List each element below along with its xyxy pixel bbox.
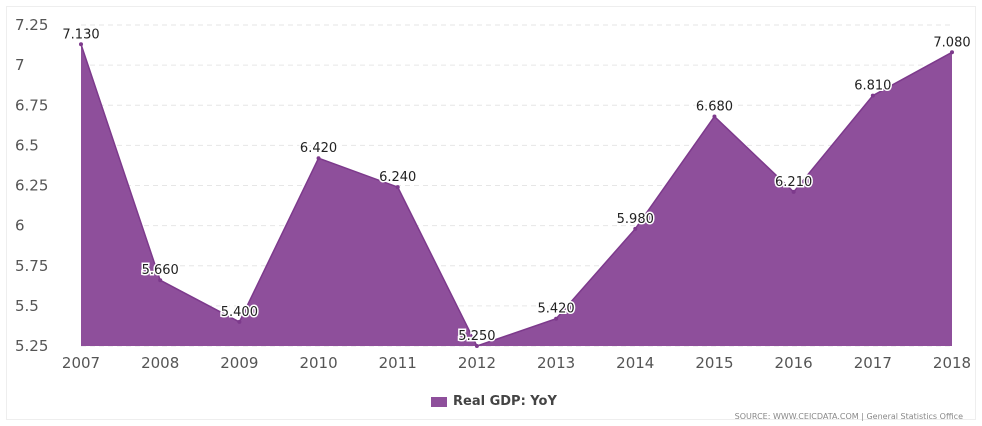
legend[interactable]: Real GDP: YoY	[431, 394, 557, 409]
data-point[interactable]	[554, 316, 559, 321]
data-labels: 7.130 5.660 5.400 6.420 6.240 5.250 5.420 5.980…	[61, 26, 972, 346]
y-tick-label: 5.5	[15, 297, 39, 315]
x-tick-label: 2018	[933, 354, 971, 372]
x-tick-label: 2007	[62, 354, 100, 372]
data-label: 5.980	[617, 212, 654, 227]
x-tick-label: 2014	[616, 354, 654, 372]
x-tick-label: 2017	[854, 354, 892, 372]
data-label: 5.420	[537, 302, 574, 317]
data-point[interactable]	[79, 42, 83, 47]
data-label: 5.250	[458, 329, 495, 344]
x-tick-label: 2015	[695, 354, 733, 372]
data-point[interactable]	[395, 185, 400, 190]
x-tick-label: 2016	[775, 354, 813, 372]
data-label: 6.420	[300, 141, 337, 156]
legend-label: Real GDP: YoY	[453, 394, 557, 409]
y-tick-label: 7.25	[15, 16, 48, 34]
data-label: 5.400	[221, 305, 258, 320]
y-tick-label: 6	[15, 217, 25, 235]
x-tick-label: 2009	[220, 354, 258, 372]
source-note: SOURCE: WWW.CEICDATA.COM | General Stati…	[734, 412, 963, 421]
y-tick-label: 6.25	[15, 177, 48, 195]
data-point[interactable]	[237, 319, 242, 324]
x-tick-label: 2010	[299, 354, 337, 372]
legend-swatch	[431, 396, 447, 407]
y-tick-label: 7	[15, 56, 25, 74]
x-tick-label: 2012	[458, 354, 496, 372]
x-tick-label: 2011	[379, 354, 417, 372]
data-point[interactable]	[158, 278, 163, 283]
data-point[interactable]	[712, 114, 717, 119]
data-point[interactable]	[316, 156, 321, 161]
y-tick-label: 5.75	[15, 257, 48, 275]
x-axis-ticks: 2007 2008 2009 2010 2011 2012 2013 2014 2015 2016…	[62, 354, 971, 372]
x-tick-label: 2013	[537, 354, 575, 372]
data-label: 5.660	[142, 263, 179, 278]
series-line	[80, 44, 953, 347]
data-point[interactable]	[870, 93, 875, 98]
data-point[interactable]	[950, 50, 954, 55]
data-label: 6.240	[379, 170, 416, 185]
data-label: 7.080	[933, 35, 970, 50]
data-label: 6.210	[775, 175, 812, 190]
chart-container: 7.25 7 6.75 6.5 6.25 6 5.75 5.5 5.25 2007 2008 200…	[6, 6, 976, 421]
y-tick-label: 5.25	[15, 337, 48, 355]
data-label: 6.680	[696, 99, 733, 114]
y-axis-ticks: 7.25 7 6.75 6.5 6.25 6 5.75 5.5 5.25	[15, 16, 48, 355]
data-label: 7.130	[62, 27, 99, 42]
data-label: 6.810	[854, 79, 891, 94]
y-tick-label: 6.5	[15, 136, 39, 154]
plot-area	[79, 42, 954, 348]
y-tick-label: 6.75	[15, 96, 48, 114]
series-area	[81, 44, 952, 346]
data-point[interactable]	[474, 344, 479, 348]
data-point[interactable]	[791, 189, 796, 194]
x-tick-label: 2008	[141, 354, 179, 372]
data-point[interactable]	[633, 226, 638, 231]
